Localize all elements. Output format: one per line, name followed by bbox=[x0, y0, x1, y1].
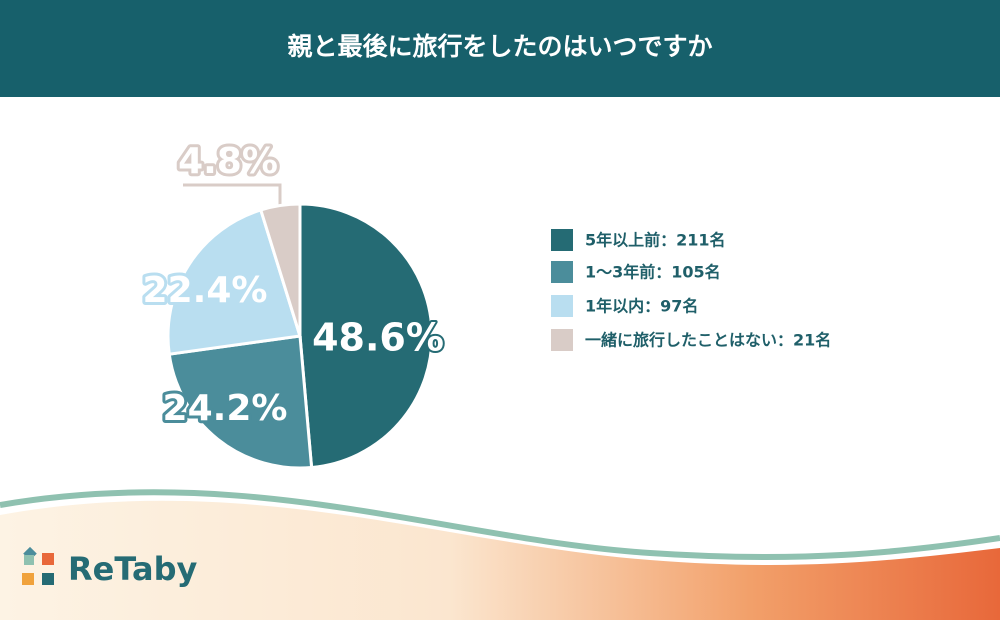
leader-line bbox=[183, 183, 282, 207]
legend-label: 1〜3年前：105名 bbox=[585, 263, 721, 282]
header-band bbox=[0, 0, 1000, 97]
data-label: 48.6% bbox=[312, 316, 444, 360]
legend-swatch bbox=[551, 229, 573, 251]
pie-slice bbox=[298, 202, 434, 470]
legend-swatch bbox=[551, 261, 573, 283]
pie-slice bbox=[258, 202, 302, 337]
pie-slice bbox=[166, 208, 302, 356]
legend-swatch bbox=[551, 295, 573, 317]
legend-label: 一緒に旅行したことはない：21名 bbox=[585, 331, 831, 350]
chart-title: 親と最後に旅行をしたのはいつですか bbox=[287, 32, 712, 61]
brand: ReTaby bbox=[68, 550, 198, 588]
data-label: 22.4% bbox=[143, 270, 268, 311]
footer-line bbox=[0, 489, 1000, 561]
legend-swatch bbox=[551, 329, 573, 351]
legend-label: 5年以上前：211名 bbox=[585, 231, 726, 250]
legend-label: 1年以内：97名 bbox=[585, 297, 698, 316]
data-label: 24.2% bbox=[163, 388, 288, 429]
pie-slice bbox=[167, 334, 314, 470]
data-label: 4.8% bbox=[178, 141, 278, 182]
footer-wave bbox=[0, 500, 1000, 620]
